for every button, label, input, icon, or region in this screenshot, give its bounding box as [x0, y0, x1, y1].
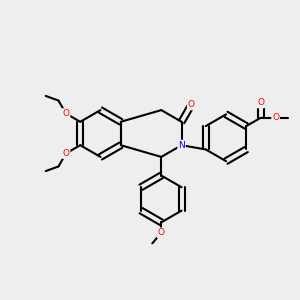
Text: O: O	[62, 109, 69, 118]
Text: O: O	[62, 149, 69, 158]
Text: O: O	[188, 100, 195, 109]
Text: O: O	[158, 228, 165, 237]
Text: O: O	[257, 98, 264, 107]
Text: N: N	[178, 141, 185, 150]
Text: O: O	[272, 113, 279, 122]
